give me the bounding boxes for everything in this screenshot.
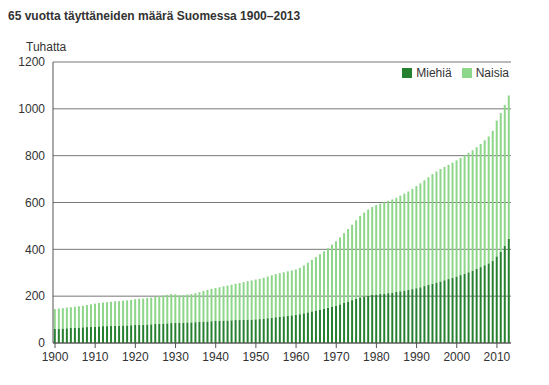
svg-text:1980: 1980 [363,350,390,364]
svg-text:1930: 1930 [162,350,189,364]
svg-text:800: 800 [25,149,45,163]
svg-text:2010: 2010 [484,350,511,364]
svg-text:2000: 2000 [443,350,470,364]
html-text:Miehiä: Miehiä [416,66,452,80]
svg-text:0: 0 [38,336,45,350]
svg-text:1200: 1200 [18,55,45,69]
svg-text:1970: 1970 [323,350,350,364]
svg-text:200: 200 [25,289,45,303]
svg-text:1990: 1990 [403,350,430,364]
svg-text:400: 400 [25,243,45,257]
svg-text:1920: 1920 [122,350,149,364]
html-text:Tuhatta: Tuhatta [26,40,67,54]
svg-text:600: 600 [25,196,45,210]
html-text:Naisia: Naisia [475,66,509,80]
svg-text:1910: 1910 [82,350,109,364]
svg-text:1960: 1960 [283,350,310,364]
html-text:65 vuotta täyttäneiden määrä S: 65 vuotta täyttäneiden määrä Suomessa 19… [8,9,301,23]
svg-text:1940: 1940 [202,350,229,364]
svg-text:1000: 1000 [18,102,45,116]
svg-text:1900: 1900 [42,350,69,364]
svg-text:1950: 1950 [243,350,270,364]
